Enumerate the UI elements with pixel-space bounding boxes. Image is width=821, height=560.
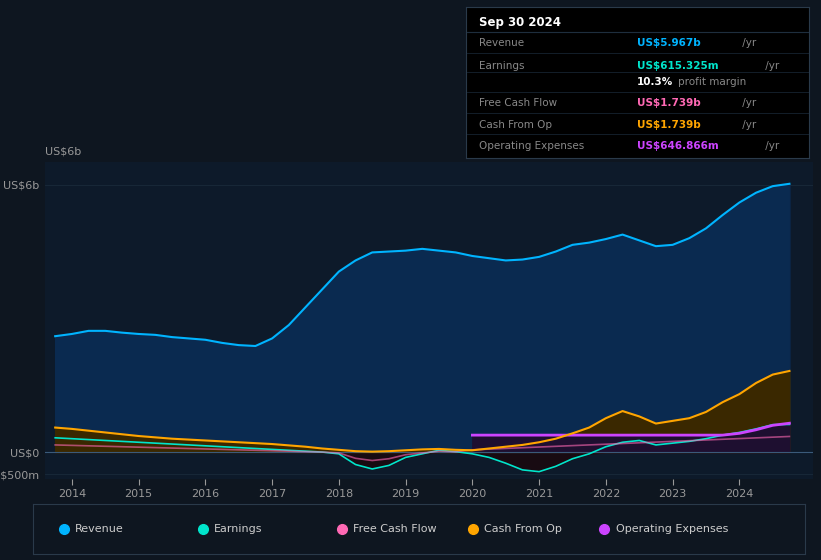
Text: Revenue: Revenue — [76, 524, 124, 534]
Text: Sep 30 2024: Sep 30 2024 — [479, 16, 562, 29]
Text: Operating Expenses: Operating Expenses — [479, 141, 585, 151]
Text: Operating Expenses: Operating Expenses — [616, 524, 728, 534]
Text: Earnings: Earnings — [214, 524, 263, 534]
Text: /yr: /yr — [762, 141, 779, 151]
Text: /yr: /yr — [739, 38, 756, 48]
Text: 10.3%: 10.3% — [637, 77, 673, 87]
Text: US$5.967b: US$5.967b — [637, 38, 701, 48]
Text: Cash From Op: Cash From Op — [479, 120, 553, 130]
Text: Free Cash Flow: Free Cash Flow — [479, 99, 557, 109]
Text: Cash From Op: Cash From Op — [484, 524, 562, 534]
Text: Free Cash Flow: Free Cash Flow — [353, 524, 437, 534]
Text: Earnings: Earnings — [479, 60, 525, 71]
Text: US$1.739b: US$1.739b — [637, 99, 701, 109]
Text: US$1.739b: US$1.739b — [637, 120, 701, 130]
Text: profit margin: profit margin — [678, 77, 746, 87]
Text: Revenue: Revenue — [479, 38, 525, 48]
Text: /yr: /yr — [739, 99, 756, 109]
Text: /yr: /yr — [762, 60, 779, 71]
Text: US$6b: US$6b — [45, 147, 81, 157]
Text: US$615.325m: US$615.325m — [637, 60, 718, 71]
Text: US$646.866m: US$646.866m — [637, 141, 719, 151]
Text: /yr: /yr — [739, 120, 756, 130]
